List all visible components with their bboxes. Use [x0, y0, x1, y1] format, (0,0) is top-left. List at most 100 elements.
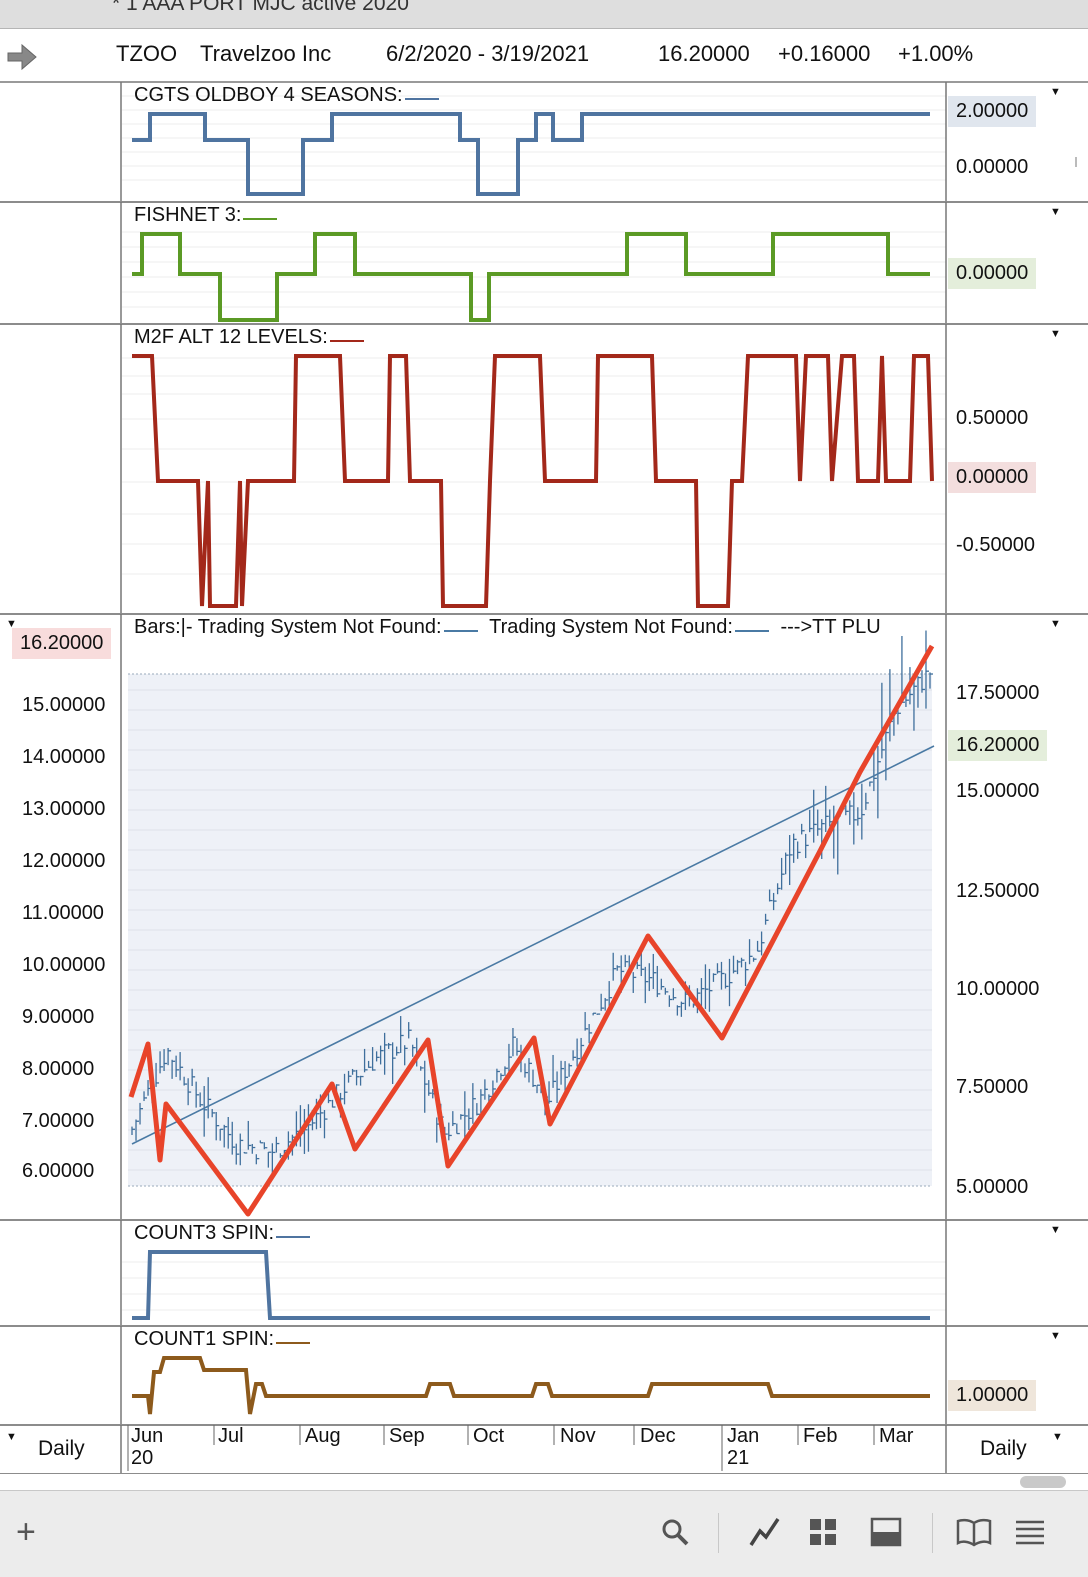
m2f-dropdown-icon[interactable]: ▼ [1050, 328, 1061, 340]
window-title: * 1 AAA PORT MJC active 2020 [112, 0, 409, 15]
panel-fishnet[interactable]: FISHNET 3: ▼ 0.00000 [0, 202, 1088, 325]
company-name: Travelzoo Inc [200, 41, 332, 66]
date-range[interactable]: 6/2/2020 - 3/19/2021 [386, 41, 590, 66]
cgts-value-tag: 2.00000 [948, 96, 1037, 127]
year-20: 20 [131, 1447, 154, 1469]
panel-count3[interactable]: COUNT3 SPIN: ▼ [0, 1220, 1088, 1327]
left-label-15: 15.00000 [22, 694, 106, 716]
month-jun: Jun [131, 1425, 164, 1447]
m2f-label-neg: -0.50000 [956, 534, 1035, 556]
m2f-title: M2F ALT 12 LEVELS: [134, 326, 328, 348]
left-label-13: 13.00000 [22, 798, 106, 820]
fishnet-line [132, 232, 930, 322]
price-right-value-tag: 16.20000 [948, 730, 1048, 761]
m2f-line [132, 354, 934, 608]
panel-cgts[interactable]: CGTS OLDBOY 4 SEASONS: ▼ 2.00000 0.00000 [0, 82, 1088, 203]
trendline [131, 745, 935, 1145]
count3-swatch [276, 1236, 311, 1238]
count1-swatch [276, 1342, 311, 1344]
list-icon[interactable] [1014, 1517, 1046, 1547]
plus-icon[interactable]: + [16, 1513, 36, 1551]
price-swatch-1 [443, 630, 478, 632]
cgts-chart [120, 82, 1077, 201]
panel-m2f[interactable]: M2F ALT 12 LEVELS: ▼ 0.50000 0.00000 -0.… [0, 324, 1088, 615]
left-label-6: 6.00000 [22, 1160, 95, 1182]
right-label-7-5: 7.50000 [956, 1076, 1029, 1098]
period-right-dropdown-icon[interactable]: ▼ [1052, 1431, 1063, 1443]
left-label-8: 8.00000 [22, 1058, 95, 1080]
grid-icon[interactable] [808, 1517, 838, 1547]
horizontal-scrollbar-thumb[interactable] [1020, 1476, 1066, 1488]
month-nov: Nov [560, 1425, 596, 1447]
toolbar-divider-2 [932, 1513, 933, 1553]
month-sep: Sep [389, 1425, 425, 1447]
panel-count1[interactable]: COUNT1 SPIN: ▼ 1.00000 [0, 1326, 1088, 1426]
count1-dropdown-icon[interactable]: ▼ [1050, 1330, 1061, 1342]
price-title: Bars:|- Trading System Not Found: [134, 616, 442, 638]
fishnet-dropdown-icon[interactable]: ▼ [1050, 206, 1061, 218]
month-dec: Dec [640, 1425, 676, 1447]
period-right[interactable]: Daily [980, 1437, 1027, 1460]
cgts-line [132, 112, 930, 196]
m2f-label-pos: 0.50000 [956, 407, 1029, 429]
right-label-10: 10.00000 [956, 978, 1040, 1000]
count1-chart [120, 1326, 947, 1424]
time-axis-ticks [120, 1425, 947, 1473]
count3-chart [120, 1220, 947, 1325]
cgts-swatch [404, 98, 439, 100]
cgts-dropdown-icon[interactable]: ▼ [1050, 86, 1061, 98]
count3-line [132, 1250, 930, 1320]
fishnet-swatch [243, 218, 278, 220]
panel-layout-icon[interactable] [870, 1517, 902, 1547]
last-price: 16.20000 [658, 41, 750, 66]
month-feb: Feb [803, 1425, 838, 1447]
month-mar: Mar [879, 1425, 914, 1447]
count3-title: COUNT3 SPIN: [134, 1222, 275, 1244]
m2f-chart [120, 324, 947, 613]
price-swatch-2 [734, 630, 769, 632]
m2f-value-tag: 0.00000 [948, 462, 1037, 493]
window-titlebar: * 1 AAA PORT MJC active 2020 [0, 0, 1088, 29]
right-label-15: 15.00000 [956, 780, 1040, 802]
period-left[interactable]: Daily [38, 1437, 85, 1460]
magnifier-icon[interactable] [660, 1517, 690, 1547]
year-21: 21 [727, 1447, 750, 1469]
left-label-12: 12.00000 [22, 850, 106, 872]
right-label-5: 5.00000 [956, 1176, 1029, 1198]
price-title-2: Trading System Not Found: [489, 616, 733, 638]
price-change-pct: +1.00% [898, 41, 974, 66]
left-label-10: 10.00000 [22, 954, 106, 976]
price-title-3: --->TT PLU [780, 616, 881, 638]
price-chart [120, 614, 947, 1219]
cgts-label-0: 0.00000 [956, 156, 1029, 178]
right-label-17-5: 17.50000 [956, 682, 1040, 704]
month-jan: Jan [727, 1425, 760, 1447]
panel-price[interactable]: Bars:|- Trading System Not Found: Tradin… [0, 614, 1088, 1221]
left-label-14: 14.00000 [22, 746, 106, 768]
count1-value-tag: 1.00000 [948, 1380, 1037, 1411]
cgts-title: CGTS OLDBOY 4 SEASONS: [134, 84, 403, 106]
toolbar-divider [718, 1513, 719, 1553]
price-left-value-tag: 16.20000 [12, 628, 112, 659]
price-dropdown-icon[interactable]: ▼ [1050, 618, 1061, 630]
left-label-9: 9.00000 [22, 1006, 95, 1028]
price-left-dropdown-icon[interactable]: ▼ [6, 618, 17, 630]
trendline-icon[interactable] [748, 1515, 782, 1549]
period-left-dropdown-icon[interactable]: ▼ [6, 1431, 17, 1443]
fishnet-title: FISHNET 3: [134, 204, 242, 226]
fishnet-value-tag: 0.00000 [948, 258, 1037, 289]
month-jul: Jul [218, 1425, 244, 1447]
book-icon[interactable] [956, 1517, 992, 1547]
right-label-12-5: 12.50000 [956, 880, 1040, 902]
price-title-row: Bars:|- Trading System Not Found: Tradin… [134, 616, 881, 639]
right-arrow-icon[interactable] [4, 37, 44, 77]
month-oct: Oct [473, 1425, 505, 1447]
symbol[interactable]: TZOO [116, 41, 178, 66]
month-aug: Aug [305, 1425, 341, 1447]
fishnet-chart [120, 202, 947, 323]
bottom-toolbar: + [0, 1490, 1088, 1577]
count1-title: COUNT1 SPIN: [134, 1328, 275, 1350]
time-axis: ▼ Daily Jun 20 Jul Aug Sep Oct Nov Dec J… [0, 1425, 1088, 1474]
count3-dropdown-icon[interactable]: ▼ [1050, 1224, 1061, 1236]
m2f-swatch [329, 340, 364, 342]
